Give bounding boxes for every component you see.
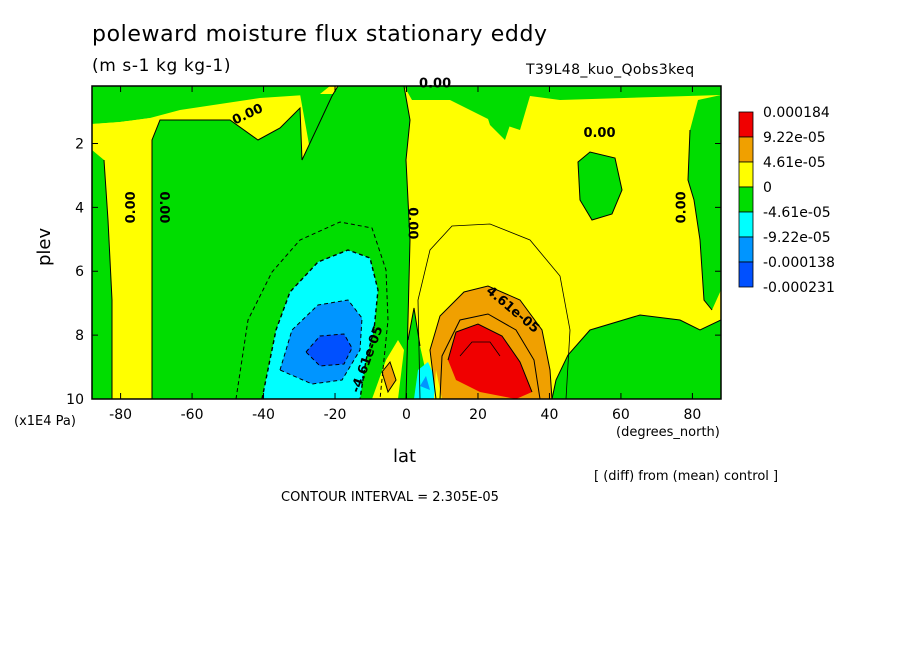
region-deepblue-sh bbox=[306, 334, 352, 366]
contour-label: 0.00 bbox=[419, 77, 451, 92]
region-blue-eq bbox=[420, 376, 430, 390]
region-green-nh-mid bbox=[578, 152, 622, 220]
contour-interval: CONTOUR INTERVAL = 2.305E-05 bbox=[281, 490, 499, 505]
x-tick-label: 20 bbox=[469, 407, 487, 423]
x-tick-label: -40 bbox=[252, 407, 275, 423]
contour-fills bbox=[92, 86, 721, 399]
colorbar-swatch bbox=[738, 261, 754, 288]
x-axis-label: lat bbox=[393, 446, 417, 467]
chart-title: poleward moisture flux stationary eddy bbox=[92, 22, 548, 47]
colorbar-swatch bbox=[738, 111, 754, 138]
region-green-top bbox=[92, 86, 721, 130]
y-tick-label: 10 bbox=[66, 392, 84, 408]
contour-label: 0.00 bbox=[124, 191, 139, 223]
colorbar-swatch bbox=[738, 236, 754, 263]
contour-neg-sh-thin bbox=[235, 221, 389, 399]
region-green-nh-bottom bbox=[552, 315, 721, 399]
contour-zero-nh-bottom bbox=[551, 314, 721, 399]
x-tick-label: 40 bbox=[541, 407, 559, 423]
y-axis-label: plev bbox=[34, 227, 55, 266]
y-axis: 2 4 6 8 10 bbox=[66, 136, 721, 408]
contour-zero-south bbox=[151, 86, 339, 399]
contour-zero-equator bbox=[403, 86, 411, 399]
contour-label: 0.00 bbox=[583, 126, 615, 141]
colorbar-label: -4.61e-05 bbox=[763, 205, 831, 221]
region-green-nh-right bbox=[688, 95, 721, 310]
x-tick-label: 0 bbox=[402, 407, 411, 423]
colorbar-swatch bbox=[738, 161, 754, 188]
y-tick-label: 6 bbox=[75, 264, 84, 280]
colorbar-swatch bbox=[738, 186, 754, 213]
y-axis-unit: (x1E4 Pa) bbox=[14, 414, 76, 429]
x-tick-label: 60 bbox=[612, 407, 630, 423]
contour-zero-left bbox=[103, 159, 113, 399]
contour-pos-nh-2 bbox=[439, 313, 541, 399]
colorbar-label: 0.000184 bbox=[763, 105, 830, 121]
colorbar-label: -0.000138 bbox=[763, 255, 835, 271]
y-tick-label: 4 bbox=[75, 200, 84, 216]
x-tick-label: 80 bbox=[683, 407, 701, 423]
diff-note: [ (diff) from (mean) control ] bbox=[594, 469, 779, 484]
contour-pos-nh-3 bbox=[447, 323, 533, 393]
contour-pos-nh-4 bbox=[459, 341, 501, 357]
colorbar-label: -9.22e-05 bbox=[763, 230, 831, 246]
region-red-nh bbox=[448, 324, 532, 399]
chart-units: (m s-1 kg kg-1) bbox=[92, 56, 232, 76]
colorbar-swatch bbox=[738, 136, 754, 163]
x-tick-label: -60 bbox=[181, 407, 204, 423]
colorbar-swatch bbox=[738, 211, 754, 238]
x-axis: -80 -60 -40 -20 0 20 40 60 80 bbox=[109, 86, 701, 423]
contour-zero-nh-right bbox=[687, 129, 713, 311]
colorbar-label: -0.000231 bbox=[763, 280, 835, 296]
contour-neg-sh-1 bbox=[261, 249, 379, 399]
contour-label: 0.00 bbox=[674, 191, 689, 223]
contour-neg-sh-3 bbox=[305, 333, 353, 367]
contour-pos-nh-1 bbox=[429, 285, 553, 399]
colorbar: 0.000184 9.22e-05 4.61e-05 0 -4.61e-05 -9.22e… bbox=[738, 105, 835, 296]
contour-label: 0.00 bbox=[156, 191, 171, 223]
run-name: T39L48_kuo_Qobs3keq bbox=[526, 62, 695, 78]
contour-pos-nh-thin bbox=[417, 223, 571, 399]
colorbar-label: 0 bbox=[763, 180, 772, 196]
contour-eq-small bbox=[381, 360, 397, 394]
region-green-top-lobe bbox=[300, 94, 340, 182]
contour-neg-sh-2 bbox=[279, 299, 363, 385]
x-tick-label: -20 bbox=[324, 407, 347, 423]
region-green-lobe-20n bbox=[480, 94, 520, 140]
y-tick-label: 2 bbox=[75, 136, 84, 152]
contour-label: 0.00 bbox=[404, 207, 419, 239]
contour-zero-nh-mid bbox=[577, 151, 623, 221]
x-tick-label: -80 bbox=[109, 407, 132, 423]
colorbar-label: 4.61e-05 bbox=[763, 155, 826, 171]
colorbar-label: 9.22e-05 bbox=[763, 130, 826, 146]
y-tick-label: 8 bbox=[75, 328, 84, 344]
contour-lines bbox=[103, 86, 721, 399]
contour-eq-spike bbox=[407, 307, 421, 347]
x-axis-unit: (degrees_north) bbox=[616, 425, 720, 440]
